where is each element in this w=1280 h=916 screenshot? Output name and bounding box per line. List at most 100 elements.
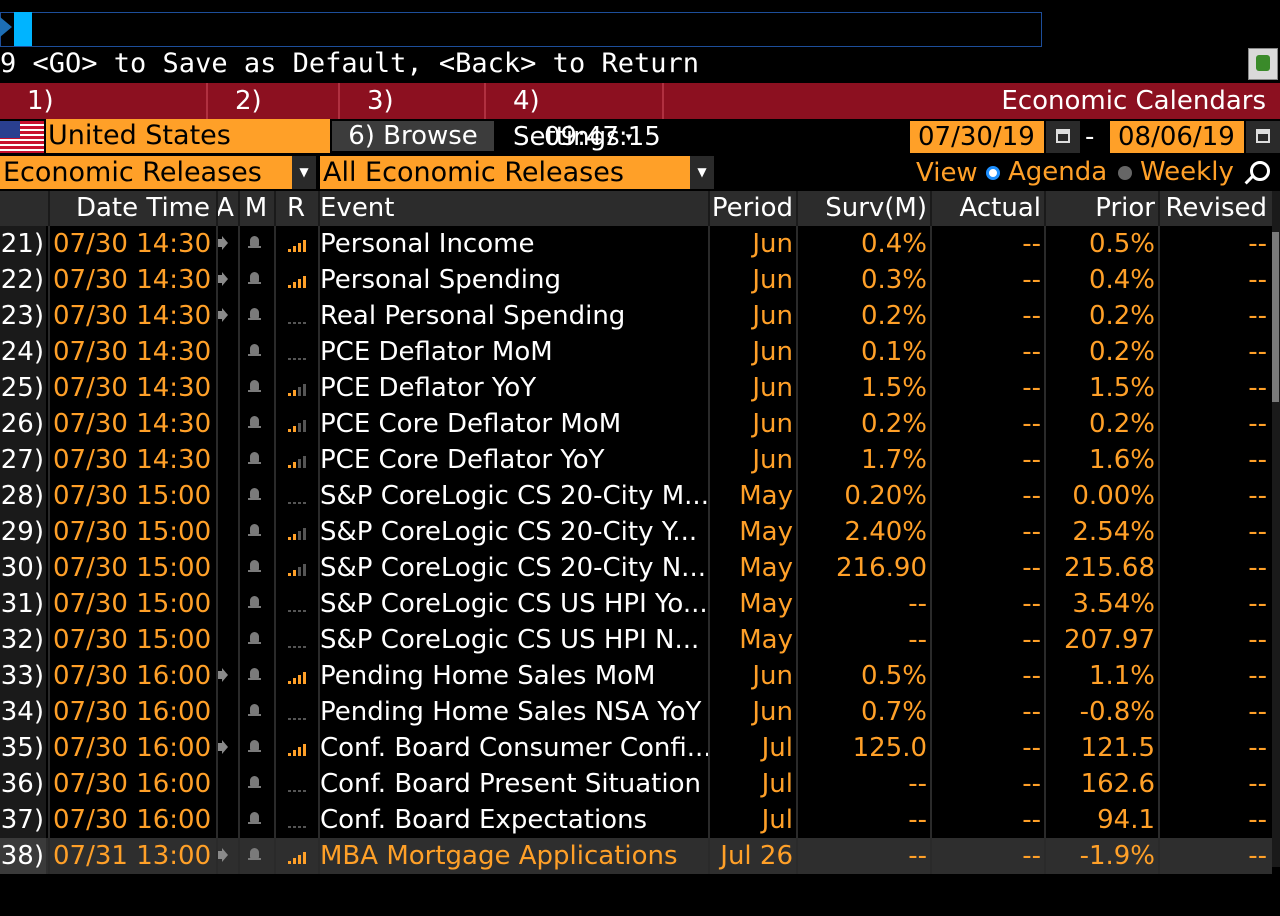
bell-icon[interactable]: [248, 308, 261, 320]
chevron-down-icon[interactable]: ▼: [690, 156, 714, 189]
row-event[interactable]: Real Personal Spending: [320, 301, 626, 331]
table-row[interactable]: 25) 07/30 14:30 PCE Deflator YoY Jun 1.5% -- 1…: [0, 370, 1272, 406]
row-alert-cell[interactable]: [240, 838, 272, 874]
speaker-icon[interactable]: [217, 671, 222, 679]
radio-agenda-label[interactable]: Agenda: [1008, 157, 1108, 187]
row-alert-cell[interactable]: [240, 226, 272, 262]
row-event[interactable]: Pending Home Sales NSA YoY: [320, 697, 702, 727]
row-event[interactable]: Pending Home Sales MoM: [320, 661, 656, 691]
row-alert-cell[interactable]: [240, 730, 272, 766]
table-row[interactable]: 35) 07/30 16:00 Conf. Board Consumer Confi…: [0, 730, 1272, 766]
bell-icon[interactable]: [248, 812, 261, 824]
row-alert-cell[interactable]: [240, 298, 272, 334]
row-alert-cell[interactable]: [240, 622, 272, 658]
bell-icon[interactable]: [248, 236, 261, 248]
bell-icon[interactable]: [248, 776, 261, 788]
header-relevance[interactable]: R: [286, 193, 306, 223]
scrollbar-thumb[interactable]: [1272, 232, 1279, 402]
table-row[interactable]: 23) 07/30 14:30 Real Personal Spending Jun 0…: [0, 298, 1272, 334]
bell-icon[interactable]: [248, 632, 261, 644]
bell-icon[interactable]: [248, 380, 261, 392]
row-alert-cell[interactable]: [240, 478, 272, 514]
row-number[interactable]: 29): [0, 514, 46, 550]
row-number[interactable]: 35): [0, 730, 46, 766]
row-alert-cell[interactable]: [240, 550, 272, 586]
row-number[interactable]: 34): [0, 694, 46, 730]
header-prior[interactable]: Prior: [1095, 193, 1155, 223]
row-number[interactable]: 32): [0, 622, 46, 658]
table-row[interactable]: 36) 07/30 16:00 Conf. Board Present Situat…: [0, 766, 1272, 802]
table-row[interactable]: 24) 07/30 14:30 PCE Deflator MoM Jun 0.1% -- 0…: [0, 334, 1272, 370]
command-line[interactable]: [0, 12, 1042, 47]
row-number[interactable]: 21): [0, 226, 46, 262]
row-event[interactable]: PCE Core Deflator YoY: [320, 445, 605, 475]
bell-icon[interactable]: [248, 668, 261, 680]
row-event[interactable]: PCE Core Deflator MoM: [320, 409, 622, 439]
row-alert-cell[interactable]: [240, 442, 272, 478]
table-row[interactable]: 28) 07/30 15:00 S&P CoreLogic CS 20-City M…: [0, 478, 1272, 514]
header-alert[interactable]: M: [244, 193, 268, 223]
row-alert-cell[interactable]: [240, 586, 272, 622]
row-number[interactable]: 28): [0, 478, 46, 514]
launchpad-icon[interactable]: [1248, 48, 1278, 80]
bell-icon[interactable]: [248, 272, 261, 284]
row-event[interactable]: S&P CoreLogic CS 20-City Y...: [320, 517, 698, 547]
row-audio-cell[interactable]: [214, 658, 236, 694]
scrollbar[interactable]: [1272, 191, 1280, 867]
menu-calendars[interactable]: 1) Calendars▾: [0, 83, 208, 152]
row-alert-cell[interactable]: [240, 658, 272, 694]
row-event[interactable]: S&P CoreLogic CS US HPI Yo...: [320, 589, 708, 619]
row-number[interactable]: 31): [0, 586, 46, 622]
row-audio-cell[interactable]: [214, 226, 236, 262]
row-event[interactable]: S&P CoreLogic CS 20-City M...: [320, 481, 708, 511]
row-number[interactable]: 26): [0, 406, 46, 442]
row-alert-cell[interactable]: [240, 802, 272, 838]
bell-icon[interactable]: [248, 344, 261, 356]
row-audio-cell[interactable]: [214, 838, 236, 874]
menu-export[interactable]: 3) Export▾: [340, 83, 486, 152]
row-event[interactable]: PCE Deflator MoM: [320, 337, 553, 367]
row-event[interactable]: Conf. Board Present Situation: [320, 769, 701, 799]
table-row[interactable]: 21) 07/30 14:30 Personal Income Jun 0.4% -- 0.…: [0, 226, 1272, 262]
row-event[interactable]: S&P CoreLogic CS 20-City N...: [320, 553, 706, 583]
row-event[interactable]: Personal Spending: [320, 265, 561, 295]
country-selector[interactable]: United States: [46, 119, 330, 153]
chevron-down-icon[interactable]: ▼: [292, 156, 316, 189]
header-survey[interactable]: Surv(M): [825, 193, 927, 223]
bell-icon[interactable]: [248, 416, 261, 428]
row-number[interactable]: 23): [0, 298, 46, 334]
header-revised[interactable]: Revised: [1165, 193, 1267, 223]
table-row[interactable]: 37) 07/30 16:00 Conf. Board Expectations Ju…: [0, 802, 1272, 838]
header-actual[interactable]: Actual: [959, 193, 1041, 223]
category-dropdown[interactable]: Economic Releases: [0, 156, 292, 189]
bell-icon[interactable]: [248, 596, 261, 608]
speaker-icon[interactable]: [217, 743, 222, 751]
row-number[interactable]: 30): [0, 550, 46, 586]
row-audio-cell[interactable]: [214, 298, 236, 334]
table-row[interactable]: 26) 07/30 14:30 PCE Core Deflator MoM Jun 0.…: [0, 406, 1272, 442]
row-alert-cell[interactable]: [240, 406, 272, 442]
row-event[interactable]: Conf. Board Expectations: [320, 805, 648, 835]
row-alert-cell[interactable]: [240, 370, 272, 406]
table-row[interactable]: 31) 07/30 15:00 S&P CoreLogic CS US HPI Yo…: [0, 586, 1272, 622]
radio-weekly-label[interactable]: Weekly: [1140, 157, 1234, 187]
radio-agenda[interactable]: [986, 166, 1000, 180]
speaker-icon[interactable]: [217, 239, 222, 247]
row-event[interactable]: MBA Mortgage Applications: [320, 841, 678, 871]
row-alert-cell[interactable]: [240, 334, 272, 370]
start-date-input[interactable]: 07/30/19: [910, 121, 1044, 153]
row-number[interactable]: 37): [0, 802, 46, 838]
row-event[interactable]: PCE Deflator YoY: [320, 373, 537, 403]
row-number[interactable]: 24): [0, 334, 46, 370]
subcategory-dropdown[interactable]: All Economic Releases: [320, 156, 690, 189]
bell-icon[interactable]: [248, 524, 261, 536]
bell-icon[interactable]: [248, 560, 261, 572]
bell-icon[interactable]: [248, 848, 261, 860]
table-row[interactable]: 34) 07/30 16:00 Pending Home Sales NSA YoY…: [0, 694, 1272, 730]
row-alert-cell[interactable]: [240, 262, 272, 298]
table-row[interactable]: 27) 07/30 14:30 PCE Core Deflator YoY Jun 1.…: [0, 442, 1272, 478]
row-event[interactable]: Conf. Board Consumer Confi...: [320, 733, 708, 763]
bell-icon[interactable]: [248, 488, 261, 500]
menu-settings[interactable]: 4) Settings ▾: [486, 83, 664, 152]
bell-icon[interactable]: [248, 740, 261, 752]
